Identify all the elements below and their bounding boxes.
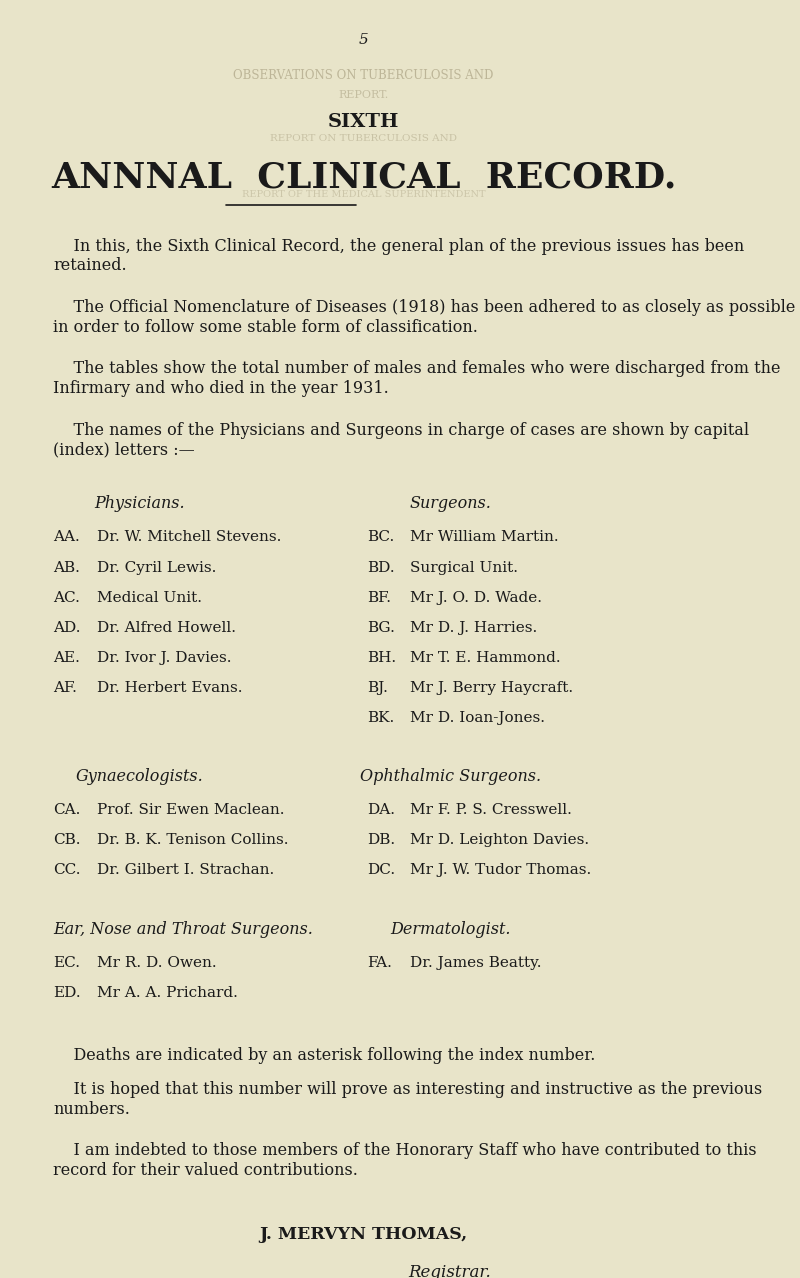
- Text: AB.: AB.: [54, 561, 80, 575]
- Text: REPORT.: REPORT.: [338, 89, 389, 100]
- Text: Mr J. Berry Haycraft.: Mr J. Berry Haycraft.: [410, 681, 574, 695]
- Text: AD.: AD.: [54, 621, 81, 635]
- Text: Dermatologist.: Dermatologist.: [390, 921, 510, 938]
- Text: AA.: AA.: [54, 530, 80, 544]
- Text: BF.: BF.: [367, 590, 391, 604]
- Text: Medical Unit.: Medical Unit.: [97, 590, 202, 604]
- Text: SIXTH: SIXTH: [328, 112, 399, 130]
- Text: Mr R. D. Owen.: Mr R. D. Owen.: [97, 956, 216, 970]
- Text: The names of the Physicians and Surgeons in charge of cases are shown by capital: The names of the Physicians and Surgeons…: [54, 422, 750, 459]
- Text: Gynaecologists.: Gynaecologists.: [76, 768, 204, 785]
- Text: It is hoped that this number will prove as interesting and instructive as the pr: It is hoped that this number will prove …: [54, 1081, 762, 1117]
- Text: OBSERVATIONS ON TUBERCULOSIS AND: OBSERVATIONS ON TUBERCULOSIS AND: [234, 69, 494, 82]
- Text: Dr. B. K. Tenison Collins.: Dr. B. K. Tenison Collins.: [97, 833, 288, 847]
- Text: Ophthalmic Surgeons.: Ophthalmic Surgeons.: [359, 768, 541, 785]
- Text: 5: 5: [358, 32, 368, 46]
- Text: CB.: CB.: [54, 833, 81, 847]
- Text: CA.: CA.: [54, 804, 81, 817]
- Text: Registrar.: Registrar.: [409, 1264, 491, 1278]
- Text: Surgical Unit.: Surgical Unit.: [410, 561, 518, 575]
- Text: Dr. James Beatty.: Dr. James Beatty.: [410, 956, 542, 970]
- Text: DC.: DC.: [367, 864, 395, 877]
- Text: Physicians.: Physicians.: [94, 496, 185, 512]
- Text: Mr A. A. Prichard.: Mr A. A. Prichard.: [97, 985, 238, 999]
- Text: In this, the Sixth Clinical Record, the general plan of the previous issues has : In this, the Sixth Clinical Record, the …: [54, 238, 745, 275]
- Text: CC.: CC.: [54, 864, 81, 877]
- Text: AC.: AC.: [54, 590, 80, 604]
- Text: DA.: DA.: [367, 804, 395, 817]
- Text: Mr William Martin.: Mr William Martin.: [410, 530, 559, 544]
- Text: Mr T. E. Hammond.: Mr T. E. Hammond.: [410, 651, 561, 665]
- Text: BG.: BG.: [367, 621, 395, 635]
- Text: ANNNAL  CLINICAL  RECORD.: ANNNAL CLINICAL RECORD.: [51, 160, 676, 194]
- Text: BD.: BD.: [367, 561, 394, 575]
- Text: Deaths are indicated by an asterisk following the index number.: Deaths are indicated by an asterisk foll…: [54, 1047, 595, 1065]
- Text: The Official Nomenclature of Diseases (1918) has been adhered to as closely as p: The Official Nomenclature of Diseases (1…: [54, 299, 795, 336]
- Text: The tables show the total number of males and females who were discharged from t: The tables show the total number of male…: [54, 360, 781, 397]
- Text: Mr D. Ioan-Jones.: Mr D. Ioan-Jones.: [410, 711, 546, 725]
- Text: BH.: BH.: [367, 651, 396, 665]
- Text: AF.: AF.: [54, 681, 77, 695]
- Text: EC.: EC.: [54, 956, 80, 970]
- Text: FA.: FA.: [367, 956, 392, 970]
- Text: BC.: BC.: [367, 530, 394, 544]
- Text: Dr. Herbert Evans.: Dr. Herbert Evans.: [97, 681, 242, 695]
- Text: AE.: AE.: [54, 651, 80, 665]
- Text: Dr. Cyril Lewis.: Dr. Cyril Lewis.: [97, 561, 216, 575]
- Text: Dr. Gilbert I. Strachan.: Dr. Gilbert I. Strachan.: [97, 864, 274, 877]
- Text: REPORT OF THE MEDICAL SUPERINTENDENT: REPORT OF THE MEDICAL SUPERINTENDENT: [242, 190, 486, 199]
- Text: Ear, Nose and Throat Surgeons.: Ear, Nose and Throat Surgeons.: [54, 921, 313, 938]
- Text: Mr J. W. Tudor Thomas.: Mr J. W. Tudor Thomas.: [410, 864, 592, 877]
- Text: Dr. Alfred Howell.: Dr. Alfred Howell.: [97, 621, 235, 635]
- Text: I am indebted to those members of the Honorary Staff who have contributed to thi: I am indebted to those members of the Ho…: [54, 1143, 757, 1178]
- Text: DB.: DB.: [367, 833, 395, 847]
- Text: Mr D. Leighton Davies.: Mr D. Leighton Davies.: [410, 833, 590, 847]
- Text: Dr. Ivor J. Davies.: Dr. Ivor J. Davies.: [97, 651, 231, 665]
- Text: BK.: BK.: [367, 711, 394, 725]
- Text: BJ.: BJ.: [367, 681, 388, 695]
- Text: Dr. W. Mitchell Stevens.: Dr. W. Mitchell Stevens.: [97, 530, 281, 544]
- Text: Mr J. O. D. Wade.: Mr J. O. D. Wade.: [410, 590, 542, 604]
- Text: Mr F. P. S. Cresswell.: Mr F. P. S. Cresswell.: [410, 804, 572, 817]
- Text: Surgeons.: Surgeons.: [409, 496, 491, 512]
- Text: Prof. Sir Ewen Maclean.: Prof. Sir Ewen Maclean.: [97, 804, 284, 817]
- Text: REPORT ON TUBERCULOSIS AND: REPORT ON TUBERCULOSIS AND: [270, 134, 457, 143]
- Text: Mr D. J. Harries.: Mr D. J. Harries.: [410, 621, 538, 635]
- Text: ED.: ED.: [54, 985, 81, 999]
- Text: J. MERVYN THOMAS,: J. MERVYN THOMAS,: [259, 1226, 468, 1243]
